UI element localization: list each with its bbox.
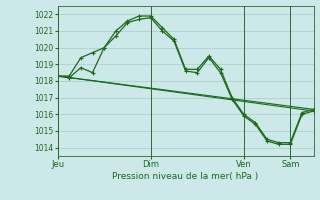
X-axis label: Pression niveau de la mer( hPa ): Pression niveau de la mer( hPa ) (112, 172, 259, 181)
